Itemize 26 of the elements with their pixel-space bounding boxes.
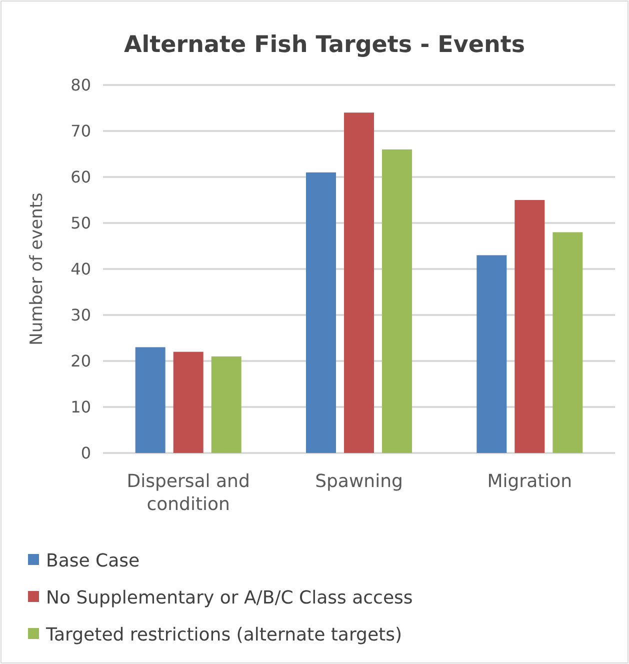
y-tick-label: 80	[70, 76, 91, 95]
x-tick-label: Migration	[487, 471, 572, 492]
chart-title: Alternate Fish Targets - Events	[124, 32, 526, 58]
y-tick-label: 10	[70, 398, 91, 417]
bar	[476, 255, 507, 453]
y-tick-label: 40	[70, 260, 91, 279]
y-tick-label: 70	[70, 122, 91, 141]
legend-label: Base Case	[46, 550, 140, 572]
y-tick-label: 20	[70, 352, 91, 371]
legend-label: Targeted restrictions (alternate targets)	[45, 624, 402, 646]
bar	[514, 200, 545, 453]
bar	[173, 352, 204, 453]
y-tick-label: 60	[70, 168, 91, 187]
bar	[306, 172, 336, 453]
y-tick-label: 50	[70, 214, 91, 233]
bar	[344, 112, 374, 453]
legend-label: No Supplementary or A/B/C Class access	[46, 587, 413, 608]
bar	[382, 149, 412, 453]
y-tick-label: 30	[70, 306, 91, 325]
bar	[135, 347, 166, 453]
y-axis-title: Number of events	[27, 192, 47, 346]
bar	[211, 356, 242, 453]
bar	[552, 232, 583, 453]
x-tick-label: Dispersal and condition	[126, 471, 250, 515]
x-tick-label: Spawning	[315, 471, 403, 492]
y-tick-label: 0	[80, 444, 91, 463]
